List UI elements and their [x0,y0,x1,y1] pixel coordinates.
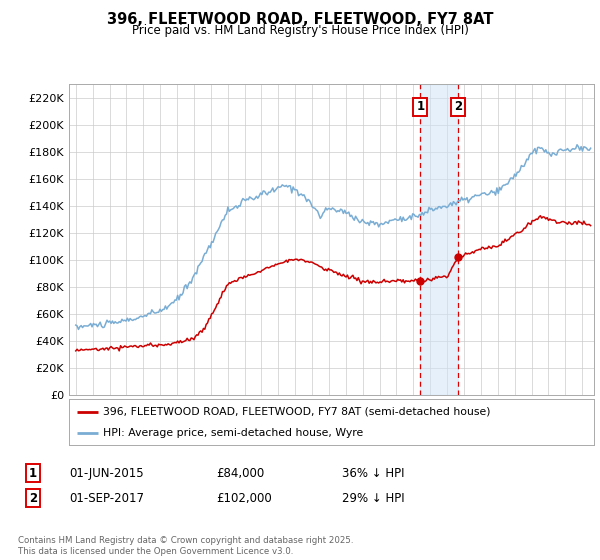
Text: £102,000: £102,000 [216,492,272,505]
Text: 396, FLEETWOOD ROAD, FLEETWOOD, FY7 8AT: 396, FLEETWOOD ROAD, FLEETWOOD, FY7 8AT [107,12,493,27]
Bar [421,84,458,395]
Text: 01-JUN-2015: 01-JUN-2015 [69,466,143,480]
Text: 1: 1 [29,466,37,480]
Text: 2: 2 [29,492,37,505]
Text: Price paid vs. HM Land Registry's House Price Index (HPI): Price paid vs. HM Land Registry's House … [131,24,469,37]
Text: 1: 1 [416,100,425,114]
Text: 29% ↓ HPI: 29% ↓ HPI [342,492,404,505]
Text: 2: 2 [454,100,463,114]
Text: 36% ↓ HPI: 36% ↓ HPI [342,466,404,480]
Text: Contains HM Land Registry data © Crown copyright and database right 2025.
This d: Contains HM Land Registry data © Crown c… [18,536,353,556]
Text: 01-SEP-2017: 01-SEP-2017 [69,492,144,505]
Text: £84,000: £84,000 [216,466,264,480]
Text: 396, FLEETWOOD ROAD, FLEETWOOD, FY7 8AT (semi-detached house): 396, FLEETWOOD ROAD, FLEETWOOD, FY7 8AT … [103,407,491,417]
Text: HPI: Average price, semi-detached house, Wyre: HPI: Average price, semi-detached house,… [103,428,364,438]
